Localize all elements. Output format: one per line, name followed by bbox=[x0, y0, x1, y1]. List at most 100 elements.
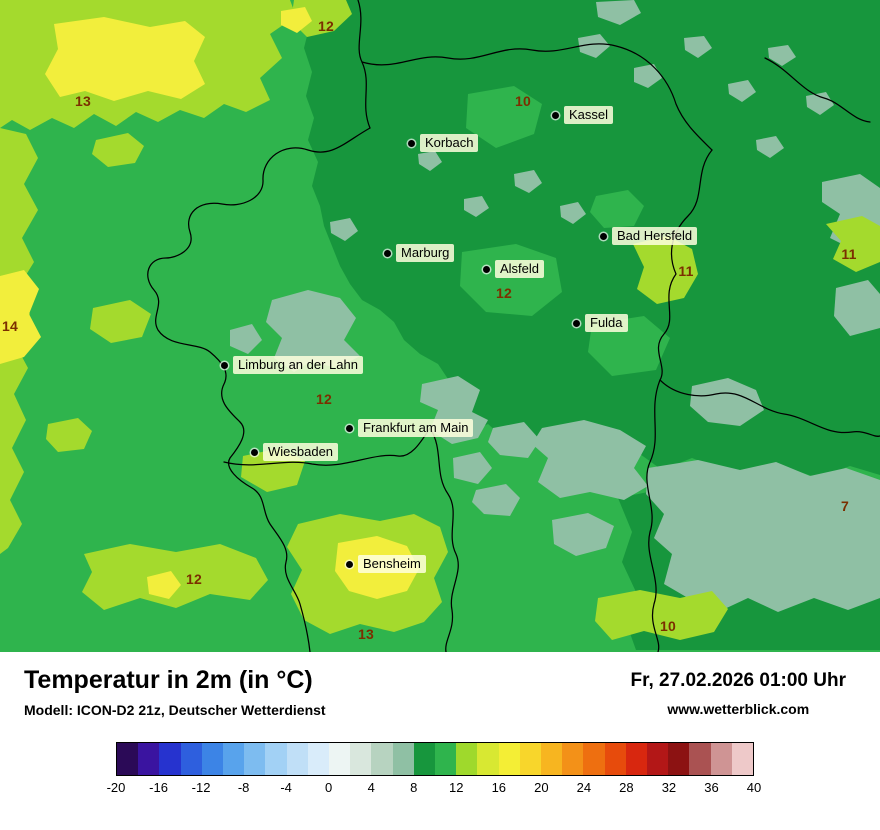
temperature-reading: 12 bbox=[496, 285, 512, 301]
legend-segment bbox=[647, 742, 669, 775]
city-dot-icon bbox=[408, 139, 415, 147]
city-dot-icon bbox=[552, 111, 559, 119]
city-markers-layer: Kassel Korbach Bad Hersfeld Marburg Alsfeld F… bbox=[221, 106, 698, 573]
legend-segment bbox=[329, 742, 351, 775]
legend-segment bbox=[413, 742, 436, 775]
city-marker-alsfeld: Alsfeld bbox=[483, 260, 545, 278]
temperature-readings-layer: 12 13 10 11 11 14 12 12 12 7 13 10 bbox=[2, 18, 857, 642]
legend-tick-label: 28 bbox=[619, 779, 634, 795]
legend-segment bbox=[498, 742, 520, 775]
legend-tick-label: 8 bbox=[410, 779, 418, 795]
temperature-reading: 11 bbox=[678, 263, 694, 279]
legend-segment bbox=[731, 742, 754, 775]
city-label: Frankfurt am Main bbox=[358, 419, 474, 437]
temperature-reading: 7 bbox=[841, 498, 849, 514]
map-footer: Temperatur in 2m (in °C) Modell: ICON-D2… bbox=[0, 652, 880, 830]
legend-tick-label: 36 bbox=[704, 779, 719, 795]
legend-segment bbox=[223, 742, 245, 775]
city-label: Kassel bbox=[564, 106, 614, 124]
city-marker-marburg: Marburg bbox=[384, 244, 455, 262]
legend-segment bbox=[350, 742, 372, 775]
date-block: Fr, 27.02.2026 01:00 Uhr www.wetterblick… bbox=[631, 666, 846, 717]
legend-tick-label: 40 bbox=[746, 779, 762, 795]
city-label: Fulda bbox=[585, 314, 628, 332]
city-dot-icon bbox=[346, 424, 353, 432]
city-marker-bad-hersfeld: Bad Hersfeld bbox=[600, 227, 698, 245]
city-marker-wiesbaden: Wiesbaden bbox=[251, 443, 339, 461]
page-title: Temperatur in 2m (in °C) bbox=[24, 666, 313, 694]
city-marker-fulda: Fulda bbox=[573, 314, 628, 332]
legend-segment bbox=[668, 742, 690, 775]
legend-tick-label: -4 bbox=[280, 779, 292, 795]
legend-segment bbox=[689, 742, 711, 775]
legend-segment bbox=[604, 742, 626, 775]
legend-segment bbox=[435, 742, 457, 775]
city-marker-limburg-an-der-lahn: Limburg an der Lahn bbox=[221, 356, 363, 374]
legend-tick-label: 0 bbox=[325, 779, 333, 795]
city-marker-korbach: Korbach bbox=[408, 134, 479, 152]
city-dot-icon bbox=[600, 232, 607, 240]
city-label: Wiesbaden bbox=[263, 443, 339, 461]
city-label: Bensheim bbox=[358, 555, 426, 573]
legend-segment bbox=[180, 742, 202, 775]
legend-segment bbox=[562, 742, 584, 775]
legend-segment bbox=[519, 742, 542, 775]
legend-tick-label: -16 bbox=[149, 779, 168, 795]
city-dot-icon bbox=[346, 560, 353, 568]
temperature-reading: 13 bbox=[358, 626, 374, 642]
legend-segment bbox=[371, 742, 393, 775]
city-label: Limburg an der Lahn bbox=[233, 356, 363, 374]
city-marker-frankfurt-am-main: Frankfurt am Main bbox=[346, 419, 474, 437]
legend-tick-label: 20 bbox=[534, 779, 549, 795]
city-dot-icon bbox=[251, 448, 258, 456]
legend-segment bbox=[392, 742, 414, 775]
city-label: Korbach bbox=[420, 134, 479, 152]
city-label: Alsfeld bbox=[495, 260, 545, 278]
legend-tick-label: -8 bbox=[237, 779, 250, 795]
legend-tick-label: 12 bbox=[449, 779, 464, 795]
website: www.wetterblick.com bbox=[667, 701, 810, 717]
legend-segment bbox=[244, 742, 266, 775]
temperature-reading: 10 bbox=[660, 618, 676, 634]
legend-tick-label: 4 bbox=[367, 779, 375, 795]
legend-tick-label: 24 bbox=[576, 779, 592, 795]
temperature-reading: 12 bbox=[316, 391, 332, 407]
city-marker-bensheim: Bensheim bbox=[346, 555, 426, 573]
temperature-reading: 14 bbox=[2, 318, 18, 334]
legend-segment bbox=[138, 742, 160, 775]
temperature-reading: 12 bbox=[318, 18, 334, 34]
legend-tick-label: 32 bbox=[661, 779, 677, 795]
legend-segment bbox=[625, 742, 648, 775]
legend-segment bbox=[159, 742, 181, 775]
legend-segment bbox=[201, 742, 224, 775]
city-marker-kassel: Kassel bbox=[552, 106, 614, 124]
temperature-legend: -20 -16 -12 -8 -4 0 4 8 12 16 20 24 28 32 36 40 bbox=[107, 741, 762, 798]
temperature-reading: 11 bbox=[841, 246, 857, 262]
temperature-reading: 10 bbox=[515, 93, 531, 109]
legend-segment bbox=[307, 742, 330, 775]
legend-segment bbox=[117, 742, 139, 775]
legend-segment bbox=[477, 742, 499, 775]
legend-segment bbox=[541, 742, 563, 775]
temperature-map-image bbox=[0, 0, 880, 652]
city-dot-icon bbox=[221, 361, 228, 369]
weather-map: 12 13 10 11 11 14 12 12 12 7 13 10 Kassel Korbach Bad… bbox=[0, 0, 880, 652]
legend-segment bbox=[710, 742, 732, 775]
city-dot-icon bbox=[483, 265, 490, 273]
city-dot-icon bbox=[573, 319, 580, 327]
legend-tick-label: 16 bbox=[491, 779, 507, 795]
datetime: Fr, 27.02.2026 01:00 Uhr bbox=[630, 670, 846, 691]
state-boundary-lines bbox=[147, 0, 880, 652]
city-label: Bad Hersfeld bbox=[612, 227, 698, 245]
legend-tick-labels: -20 -16 -12 -8 -4 0 4 8 12 16 20 24 28 32 36 40 bbox=[107, 779, 762, 798]
city-dot-icon bbox=[384, 249, 391, 257]
legend-segment bbox=[456, 742, 478, 775]
legend-segment bbox=[286, 742, 308, 775]
legend-tick-label: -20 bbox=[106, 779, 126, 795]
temperature-reading: 12 bbox=[186, 571, 202, 587]
temperature-reading: 13 bbox=[75, 93, 91, 109]
legend-colorbar bbox=[116, 741, 754, 776]
title-block: Temperatur in 2m (in °C) Modell: ICON-D2… bbox=[24, 666, 326, 718]
model-info: Modell: ICON-D2 21z, Deutscher Wetterdie… bbox=[24, 701, 326, 718]
city-label: Marburg bbox=[396, 244, 455, 262]
